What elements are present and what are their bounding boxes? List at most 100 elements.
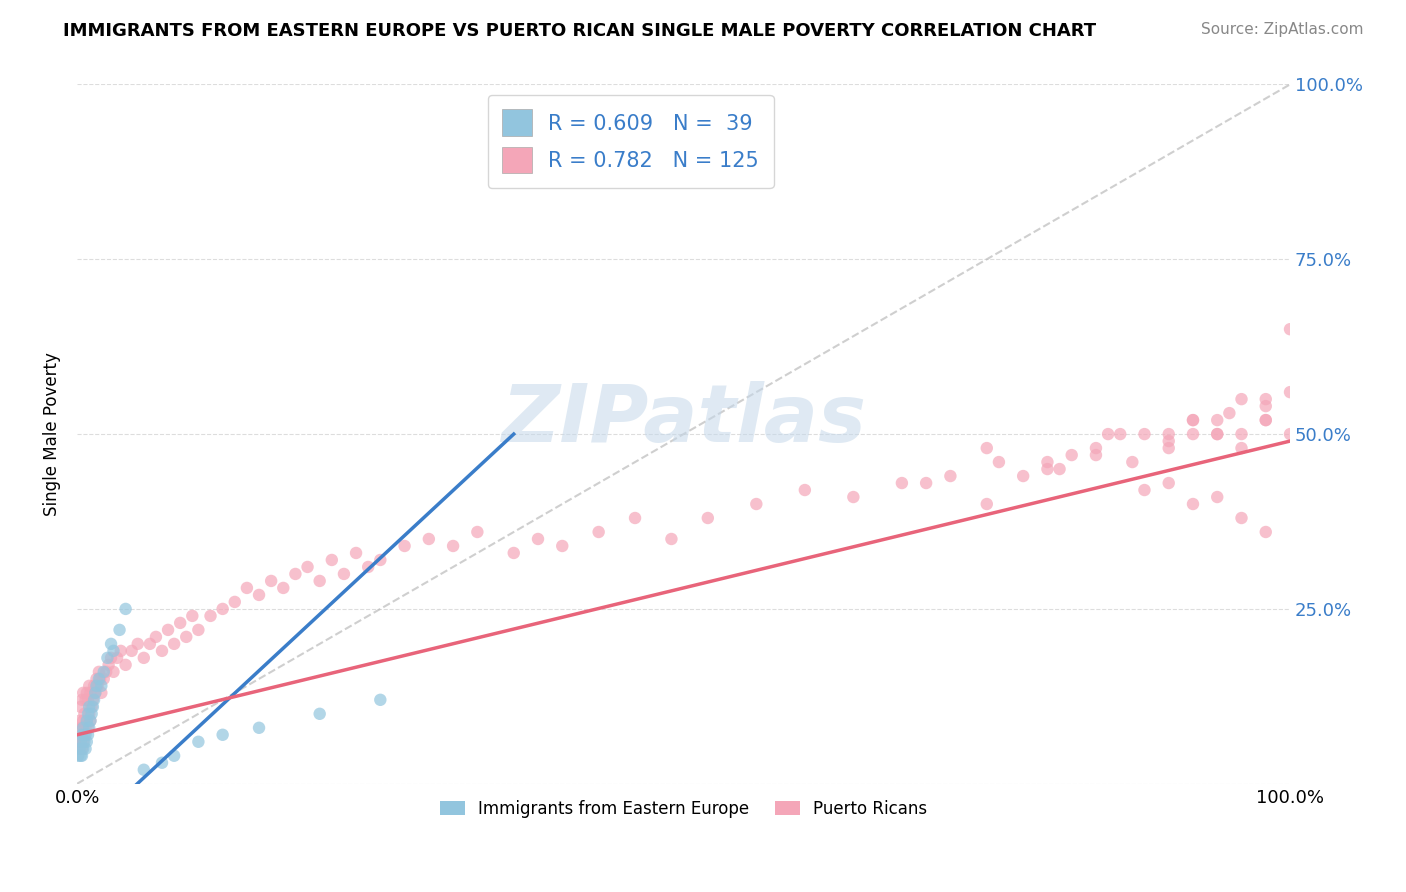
Point — [80, 706, 103, 721]
Point — [588, 524, 610, 539]
Point — [1181, 497, 1204, 511]
Point — [114, 602, 136, 616]
Point — [1254, 392, 1277, 406]
Point — [1036, 455, 1059, 469]
Point — [86, 679, 108, 693]
Point — [441, 539, 464, 553]
Point — [76, 686, 98, 700]
Text: Source: ZipAtlas.com: Source: ZipAtlas.com — [1201, 22, 1364, 37]
Point — [284, 566, 307, 581]
Point — [271, 581, 294, 595]
Point — [132, 763, 155, 777]
Point — [1157, 476, 1180, 491]
Point — [1181, 413, 1204, 427]
Point — [467, 524, 489, 539]
Point — [308, 574, 330, 588]
Point — [69, 748, 91, 763]
Point — [79, 686, 101, 700]
Point — [72, 741, 94, 756]
Point — [83, 693, 105, 707]
Point — [77, 728, 100, 742]
Point — [93, 672, 115, 686]
Point — [181, 608, 204, 623]
Point — [97, 657, 120, 672]
Text: IMMIGRANTS FROM EASTERN EUROPE VS PUERTO RICAN SINGLE MALE POVERTY CORRELATION C: IMMIGRANTS FROM EASTERN EUROPE VS PUERTO… — [63, 22, 1097, 40]
Point — [163, 748, 186, 763]
Point — [70, 721, 93, 735]
Point — [1279, 427, 1302, 442]
Point — [842, 490, 865, 504]
Point — [370, 693, 392, 707]
Point — [260, 574, 283, 588]
Point — [69, 741, 91, 756]
Point — [1181, 427, 1204, 442]
Point — [1060, 448, 1083, 462]
Point — [1036, 462, 1059, 476]
Point — [86, 672, 108, 686]
Point — [357, 560, 380, 574]
Point — [1097, 427, 1119, 442]
Point — [1254, 413, 1277, 427]
Point — [1254, 524, 1277, 539]
Point — [72, 714, 94, 728]
Point — [69, 735, 91, 749]
Point — [86, 679, 108, 693]
Point — [793, 483, 815, 497]
Point — [1230, 441, 1253, 455]
Point — [82, 699, 104, 714]
Legend: Immigrants from Eastern Europe, Puerto Ricans: Immigrants from Eastern Europe, Puerto R… — [433, 793, 934, 824]
Point — [77, 693, 100, 707]
Point — [174, 630, 197, 644]
Point — [987, 455, 1010, 469]
Point — [75, 741, 97, 756]
Point — [73, 706, 96, 721]
Point — [67, 748, 90, 763]
Point — [890, 476, 912, 491]
Point — [100, 651, 122, 665]
Point — [1157, 427, 1180, 442]
Point — [87, 672, 110, 686]
Point — [1109, 427, 1132, 442]
Point — [73, 728, 96, 742]
Point — [75, 728, 97, 742]
Point — [1206, 427, 1229, 442]
Point — [83, 679, 105, 693]
Point — [72, 721, 94, 735]
Point — [77, 706, 100, 721]
Point — [344, 546, 367, 560]
Point — [96, 665, 118, 679]
Point — [1206, 490, 1229, 504]
Point — [72, 735, 94, 749]
Point — [150, 756, 173, 770]
Point — [69, 721, 91, 735]
Point — [67, 735, 90, 749]
Point — [79, 714, 101, 728]
Y-axis label: Single Male Poverty: Single Male Poverty — [44, 352, 60, 516]
Point — [73, 735, 96, 749]
Point — [82, 693, 104, 707]
Point — [1157, 434, 1180, 448]
Point — [551, 539, 574, 553]
Point — [77, 706, 100, 721]
Point — [1157, 441, 1180, 455]
Point — [976, 441, 998, 455]
Point — [1181, 413, 1204, 427]
Point — [1254, 399, 1277, 413]
Point — [121, 644, 143, 658]
Point — [247, 721, 270, 735]
Point — [100, 637, 122, 651]
Point — [90, 679, 112, 693]
Point — [70, 728, 93, 742]
Point — [77, 679, 100, 693]
Point — [89, 672, 111, 686]
Point — [394, 539, 416, 553]
Point — [1230, 427, 1253, 442]
Point — [93, 665, 115, 679]
Point — [236, 581, 259, 595]
Point — [69, 714, 91, 728]
Point — [69, 741, 91, 756]
Text: ZIPatlas: ZIPatlas — [501, 381, 866, 459]
Point — [157, 623, 180, 637]
Point — [1049, 462, 1071, 476]
Point — [211, 728, 233, 742]
